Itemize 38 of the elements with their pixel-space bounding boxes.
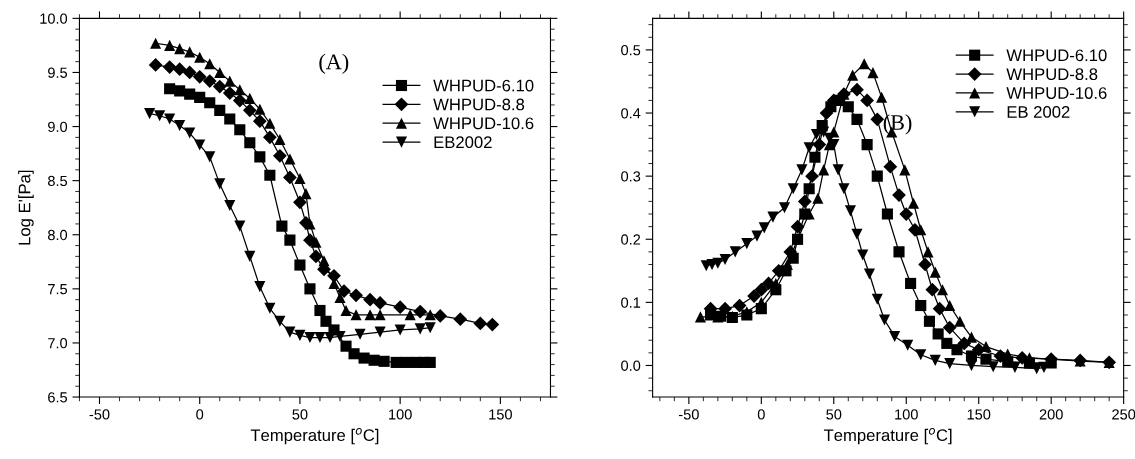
legend-label: EB 2002 bbox=[1007, 106, 1070, 118]
x-tick-label: 100 bbox=[389, 409, 412, 420]
legend-label: EB2002 bbox=[434, 136, 492, 149]
y-tick-label: 9.0 bbox=[48, 121, 68, 132]
x-tick-label: -50 bbox=[89, 409, 110, 420]
legend-label: WHPUD-8.8 bbox=[433, 98, 525, 111]
x-tick-label: 250 bbox=[1112, 409, 1135, 420]
y-tick-label: 0.5 bbox=[621, 45, 641, 56]
y-tick-label: 8.5 bbox=[48, 175, 68, 187]
y-tick-label: 7.0 bbox=[48, 338, 68, 349]
y-tick-label: 0.0 bbox=[621, 360, 641, 371]
y-tick-label: 0.4 bbox=[621, 108, 641, 119]
x-tick-label: 0 bbox=[196, 409, 204, 420]
y-tick-label: 8.0 bbox=[48, 229, 68, 241]
x-tick-label: 50 bbox=[826, 409, 842, 420]
y-tick-label: 9.5 bbox=[48, 67, 68, 78]
x-tick-label: 100 bbox=[895, 409, 918, 420]
y-tick-label: 7.5 bbox=[48, 284, 68, 295]
y-tick-label: 6.5 bbox=[48, 392, 68, 403]
annotation: (A) bbox=[319, 53, 349, 74]
x-tick-label: -50 bbox=[678, 409, 699, 420]
legend-label: WHPUD-10.6 bbox=[1006, 87, 1107, 99]
y-tick-label: 0.1 bbox=[621, 297, 641, 308]
y-tick-label: 10.0 bbox=[40, 13, 68, 24]
legend-label: WHPUD-10.6 bbox=[433, 117, 534, 130]
y-tick-label: 0.2 bbox=[621, 234, 641, 245]
legend-label: WHPUD-6.10 bbox=[1006, 49, 1107, 62]
x-tick-label: 200 bbox=[1039, 409, 1063, 420]
x-tick-label: 0 bbox=[757, 409, 765, 420]
legend-label: WHPUD-8.8 bbox=[1006, 68, 1098, 81]
x-tick-label: 50 bbox=[292, 409, 308, 420]
x-axis-title: Temperature [$^{o}$C] bbox=[823, 427, 952, 445]
x-axis-title: Temperature [$^{o}$C] bbox=[250, 427, 379, 445]
x-tick-label: 150 bbox=[489, 409, 512, 420]
x-tick-label: 150 bbox=[967, 409, 991, 420]
legend-label: WHPUD-6.10 bbox=[433, 79, 534, 92]
y-tick-label: 0.3 bbox=[621, 171, 641, 182]
y-axis-title: Log E'[Pa] bbox=[18, 170, 34, 245]
